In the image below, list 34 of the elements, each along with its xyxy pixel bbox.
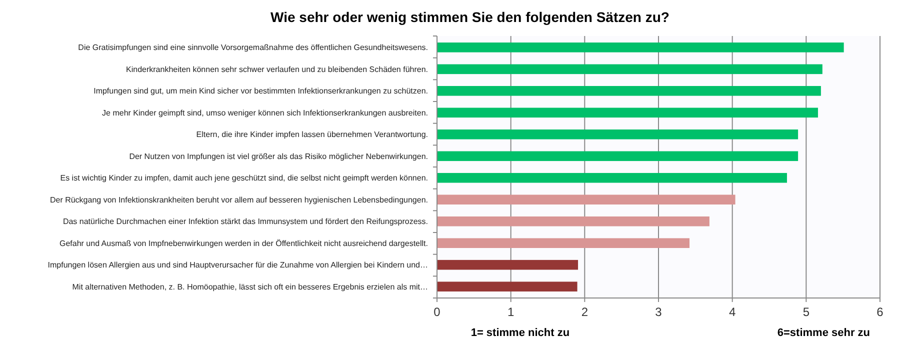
x-tick-label: 5 [802, 305, 810, 319]
bar [437, 42, 844, 52]
y-tick-label: Es ist wichtig Kinder zu impfen, damit auch jene geschützt sind, die selbst nicht geimpft werden können. [60, 174, 428, 183]
text: 6=stimme sehr zu [777, 327, 870, 339]
bar [437, 260, 578, 270]
y-tick-label: Das natürliche Durchmachen einer Infektion stärkt das Immunsystem und fördert den Reifungsprozess. [62, 217, 428, 226]
chart-title: Wie sehr oder wenig stimmen Sie den folgenden Sätzen zu? [270, 9, 670, 25]
bar [437, 238, 690, 248]
bar [437, 151, 798, 162]
text: 1= stimme nicht zu [470, 327, 570, 339]
y-tick-label: Der Nutzen von Impfungen ist viel größer als das Risiko möglicher Nebenwirkungen. [129, 152, 428, 161]
bar [437, 216, 710, 226]
bar [437, 64, 822, 74]
x-tick-label: 3 [655, 305, 662, 319]
bar [437, 86, 821, 96]
y-tick-label: Der Rückgang von Infektionskrankheiten beruht vor allem auf besseren hygienischen Lebensbedingungen. [50, 195, 428, 204]
bar [437, 129, 798, 140]
bar [437, 108, 818, 118]
bar [437, 282, 578, 292]
x-tick-label: 6 [876, 305, 884, 319]
y-tick-label: Gefahr und Ausmaß von Impfnebenwirkungen werden in der Öffentlichkeit nicht ausreichend dargestellt. [59, 238, 428, 248]
bar [437, 172, 787, 183]
x-tick-label: 2 [581, 305, 588, 319]
x-tick-label: 0 [434, 305, 441, 319]
y-tick-label: Mit alternativen Methoden, z. B. Homöopathie, lässt sich oft ein besseres Ergebnis erzielen als mit… [72, 282, 428, 292]
bar [437, 194, 736, 205]
y-tick-label: Je mehr Kinder geimpft sind, umso weniger können sich Infektionserkrankungen ausbreiten. [102, 108, 428, 118]
y-tick-label: Impfungen lösen Allergien aus und sind Hauptverursacher für die Zunahme von Allergien bei Kindern und… [48, 260, 428, 270]
x-tick-label: 1 [507, 305, 514, 319]
y-tick-label: Eltern, die ihre Kinder impfen lassen übernehmen Verantwortung. [196, 130, 428, 140]
y-tick-label: Kinderkrankheiten können sehr schwer verlaufen und zu bleibenden Schäden führen. [126, 64, 428, 74]
y-tick-label: Impfungen sind gut, um mein Kind sicher vor bestimmten Infektionserkrankungen zu schützen. [94, 86, 428, 96]
x-tick-label: 4 [728, 305, 736, 319]
y-tick-label: Die Gratisimpfungen sind eine sinnvolle Vorsorgemaßnahme des öffentlichen Gesundheitswesens. [78, 43, 428, 52]
